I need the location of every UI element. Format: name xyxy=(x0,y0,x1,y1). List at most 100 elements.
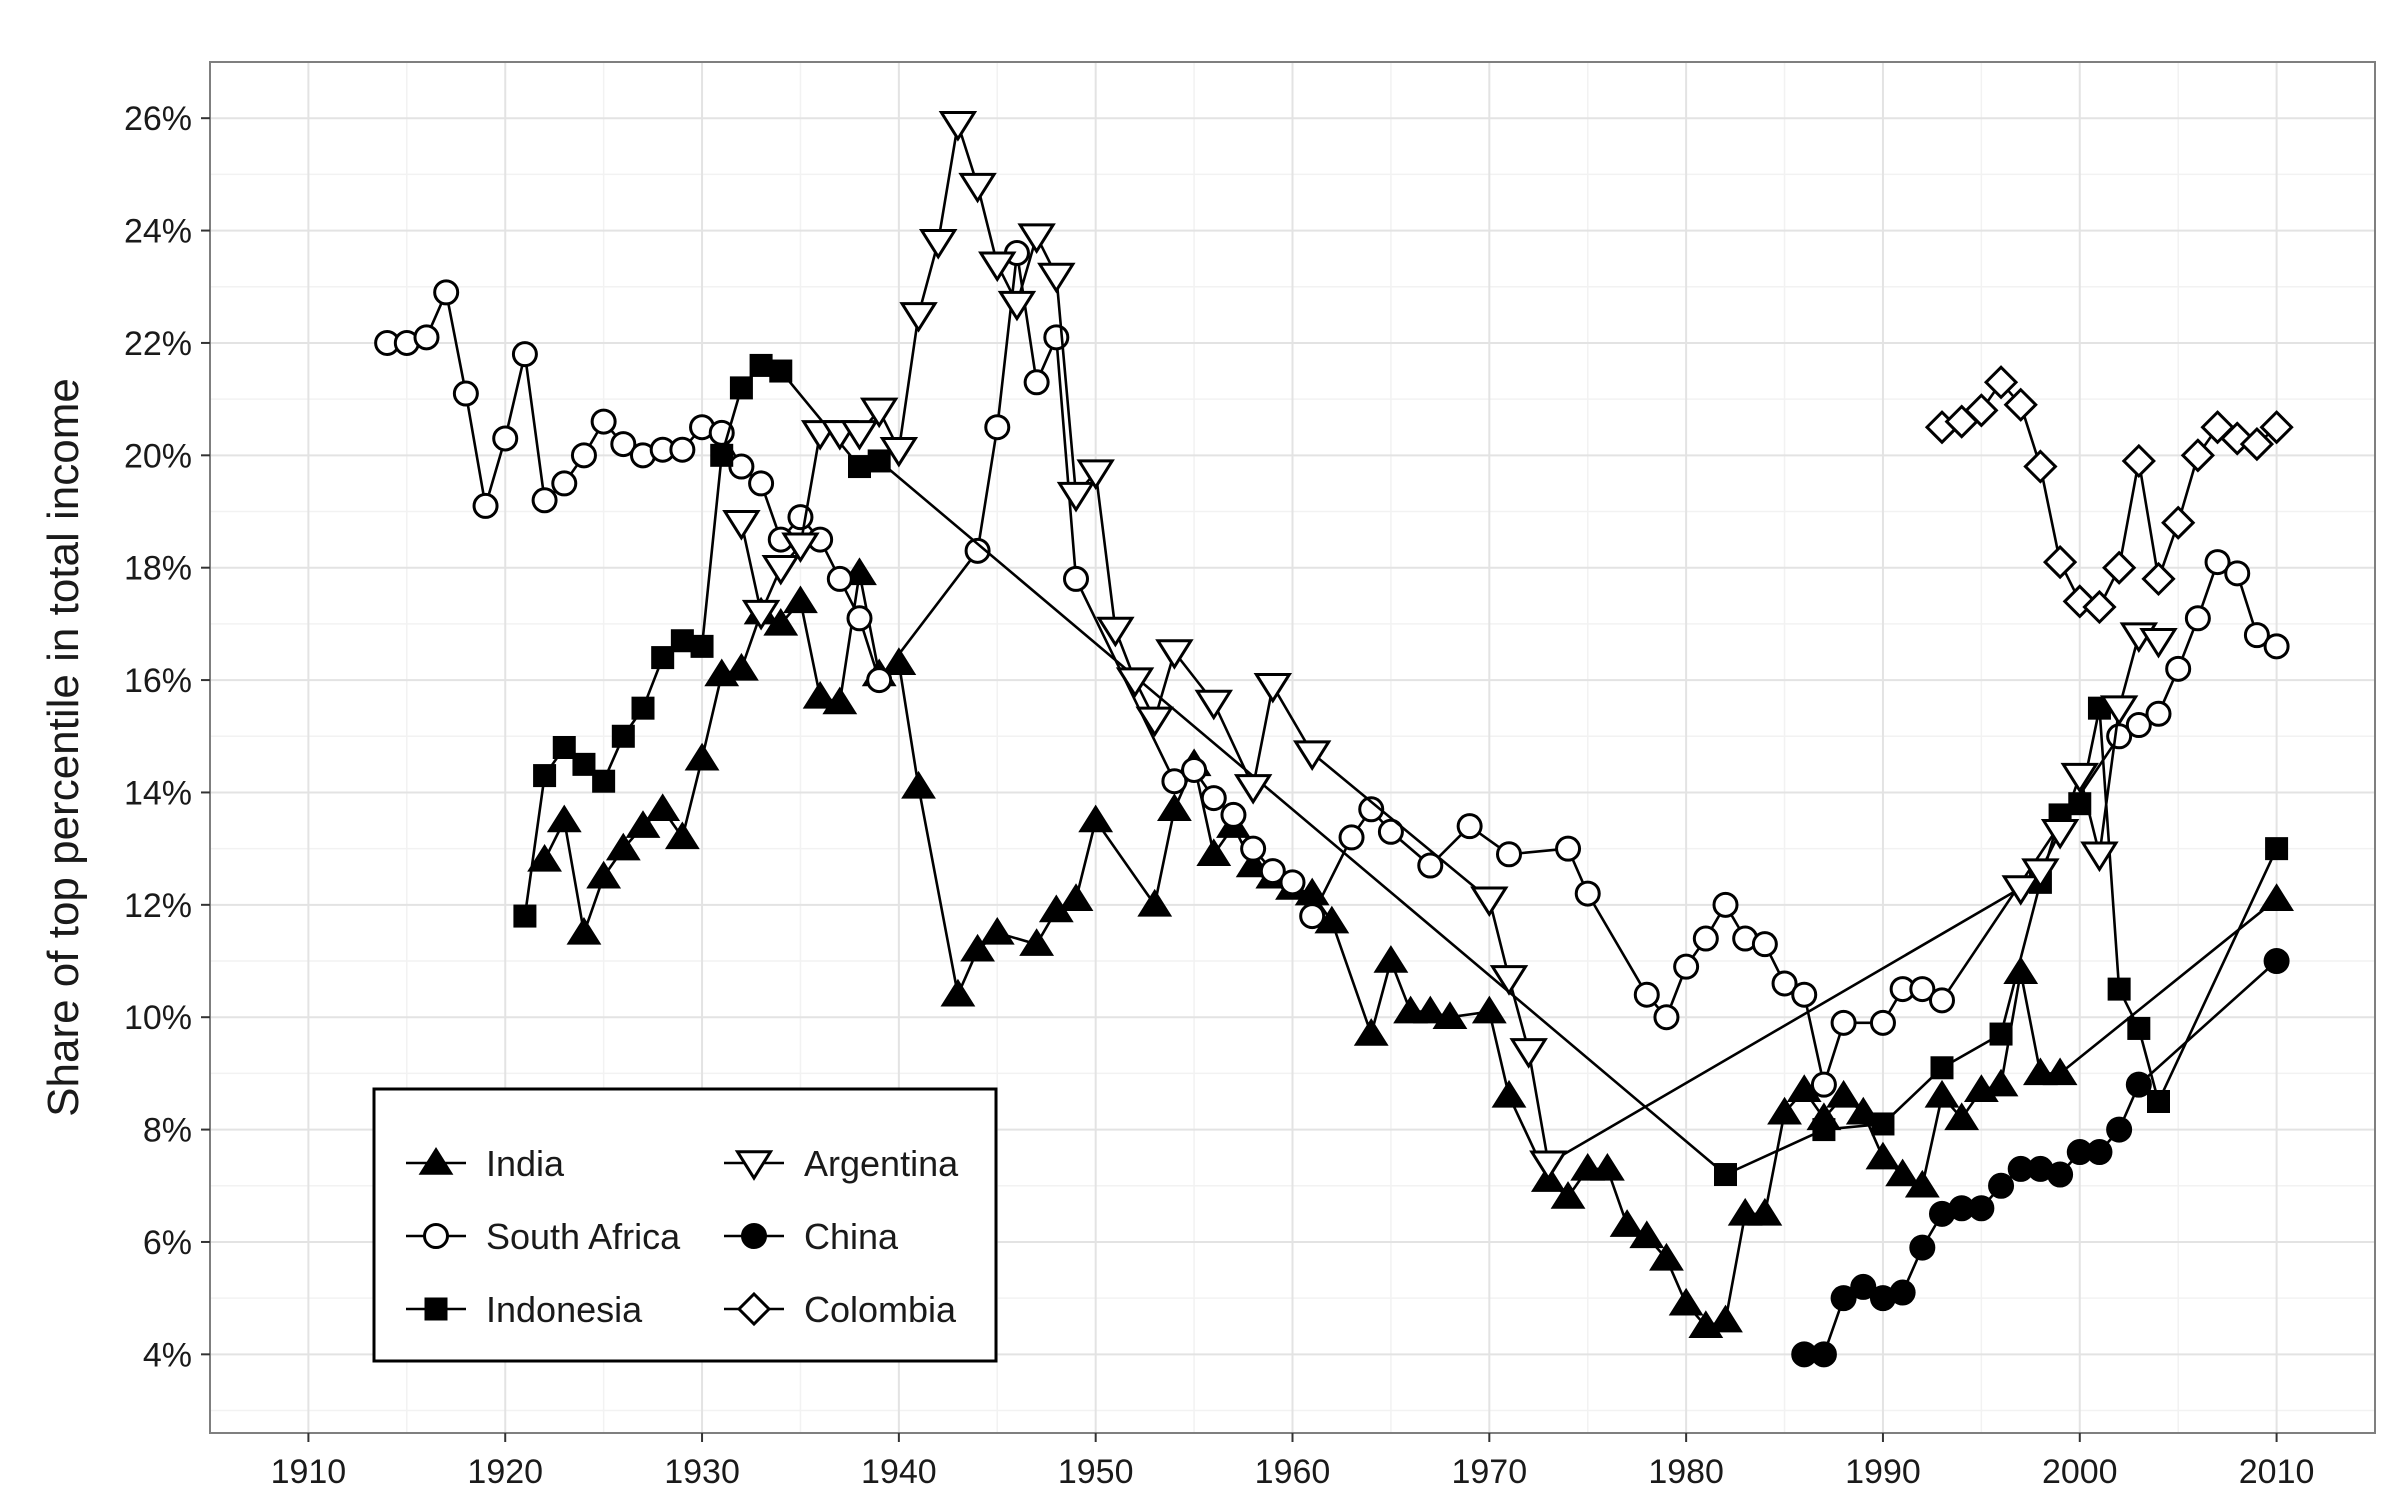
data-point-india xyxy=(1550,1181,1586,1209)
data-point-argentina xyxy=(722,509,761,541)
data-point-india xyxy=(645,793,681,822)
data-point-indonesia xyxy=(2127,1016,2151,1040)
y-tick-label: 24% xyxy=(124,213,192,251)
legend-label-argentina: Argentina xyxy=(804,1143,959,1184)
data-point-india xyxy=(1629,1220,1665,1249)
data-point-south-africa xyxy=(1673,953,1700,980)
data-point-colombia xyxy=(2042,544,2078,580)
data-point-south-africa xyxy=(1358,796,1385,823)
legend-key-south-africa xyxy=(406,1223,466,1249)
data-point-india xyxy=(1590,1152,1625,1181)
data-point-argentina xyxy=(1253,672,1293,704)
data-point-indonesia xyxy=(769,359,793,383)
data-point-argentina xyxy=(741,599,781,631)
data-point-indonesia xyxy=(533,764,557,788)
data-point-argentina xyxy=(2021,858,2060,889)
data-point-colombia xyxy=(2003,387,2038,422)
data-point-india xyxy=(1471,995,1507,1024)
data-point-argentina xyxy=(899,302,938,333)
data-point-south-africa xyxy=(610,431,637,458)
data-point-indonesia xyxy=(1714,1163,1737,1187)
x-tick-label: 2010 xyxy=(2239,1453,2315,1491)
data-point-south-africa xyxy=(1496,841,1522,868)
data-point-indonesia xyxy=(2147,1089,2170,1113)
data-point-india xyxy=(881,647,917,675)
data-point-argentina xyxy=(958,172,997,204)
data-point-colombia xyxy=(2259,410,2294,445)
data-point-china xyxy=(2263,948,2290,975)
data-point-indonesia xyxy=(552,736,576,759)
data-point-india xyxy=(1708,1304,1743,1333)
legend-label-south-africa: South Africa xyxy=(486,1216,681,1257)
data-point-indonesia xyxy=(631,696,655,720)
data-point-argentina xyxy=(1155,639,1194,670)
data-point-south-africa xyxy=(826,565,853,592)
y-tick-label: 20% xyxy=(124,437,192,475)
legend-key-india xyxy=(406,1147,466,1175)
data-point-india xyxy=(1491,1079,1527,1108)
data-point-india xyxy=(527,843,562,872)
data-point-south-africa xyxy=(1279,869,1306,896)
data-point-south-africa xyxy=(2243,622,2270,649)
data-point-india xyxy=(2259,883,2294,911)
data-point-colombia xyxy=(2082,589,2117,625)
data-point-indonesia xyxy=(729,376,753,400)
series-india xyxy=(527,557,2294,1338)
y-tick-label: 26% xyxy=(124,100,192,138)
data-point-south-africa xyxy=(472,492,499,519)
data-point-south-africa xyxy=(787,504,814,531)
data-point-south-africa xyxy=(1240,835,1267,862)
data-point-india xyxy=(1747,1197,1783,1226)
data-point-india xyxy=(1904,1169,1940,1198)
data-point-argentina xyxy=(2040,819,2080,850)
data-point-india xyxy=(664,821,700,850)
y-tick-label: 18% xyxy=(124,550,192,588)
data-point-colombia xyxy=(2239,426,2275,462)
data-point-india xyxy=(1432,1001,1468,1029)
data-point-south-africa xyxy=(2224,560,2251,587)
x-tick-label: 2000 xyxy=(2042,1453,2118,1491)
data-point-china xyxy=(1810,1341,1837,1368)
data-point-south-africa xyxy=(2263,633,2290,660)
data-point-south-africa xyxy=(1063,565,1089,592)
data-point-india xyxy=(1078,804,1114,833)
data-point-india xyxy=(605,832,641,861)
data-point-south-africa xyxy=(1909,976,1936,1003)
data-point-south-africa xyxy=(1259,858,1286,885)
data-point-india xyxy=(1196,838,1232,867)
data-point-india xyxy=(586,860,622,889)
data-point-india xyxy=(1924,1079,1960,1108)
data-point-argentina xyxy=(1076,459,1115,490)
x-tick-label: 1930 xyxy=(664,1453,740,1491)
y-tick-label: 14% xyxy=(124,774,192,812)
data-point-colombia xyxy=(1983,365,2019,400)
data-point-argentina xyxy=(1037,262,1076,294)
data-point-india xyxy=(1373,945,1409,973)
data-point-india xyxy=(1058,883,1094,911)
legend-key-marker xyxy=(423,1223,449,1249)
data-point-india xyxy=(1983,1068,2019,1097)
data-point-china xyxy=(1988,1172,2015,1199)
legend-label-indonesia: Indonesia xyxy=(486,1289,643,1330)
data-point-south-africa xyxy=(728,453,755,480)
x-tick-label: 1950 xyxy=(1058,1453,1134,1491)
data-point-south-africa xyxy=(1043,324,1070,351)
data-point-india xyxy=(1668,1287,1704,1316)
data-point-india xyxy=(763,607,799,636)
data-point-indonesia xyxy=(1812,1118,1836,1142)
data-point-india xyxy=(625,810,661,838)
data-point-argentina xyxy=(1489,965,1529,996)
data-point-south-africa xyxy=(1653,1004,1680,1031)
data-point-india xyxy=(940,978,976,1007)
data-point-south-africa xyxy=(452,380,479,407)
data-point-india xyxy=(1944,1102,1980,1131)
data-point-south-africa xyxy=(511,341,538,368)
data-point-argentina xyxy=(1509,1038,1548,1069)
x-tick-label: 1970 xyxy=(1451,1453,1527,1491)
data-point-indonesia xyxy=(1989,1022,2013,1046)
data-point-india xyxy=(1137,888,1173,917)
data-point-argentina xyxy=(1135,706,1174,738)
data-point-argentina xyxy=(859,397,899,429)
data-point-south-africa xyxy=(1869,1009,1896,1036)
data-point-south-africa xyxy=(1181,756,1208,783)
